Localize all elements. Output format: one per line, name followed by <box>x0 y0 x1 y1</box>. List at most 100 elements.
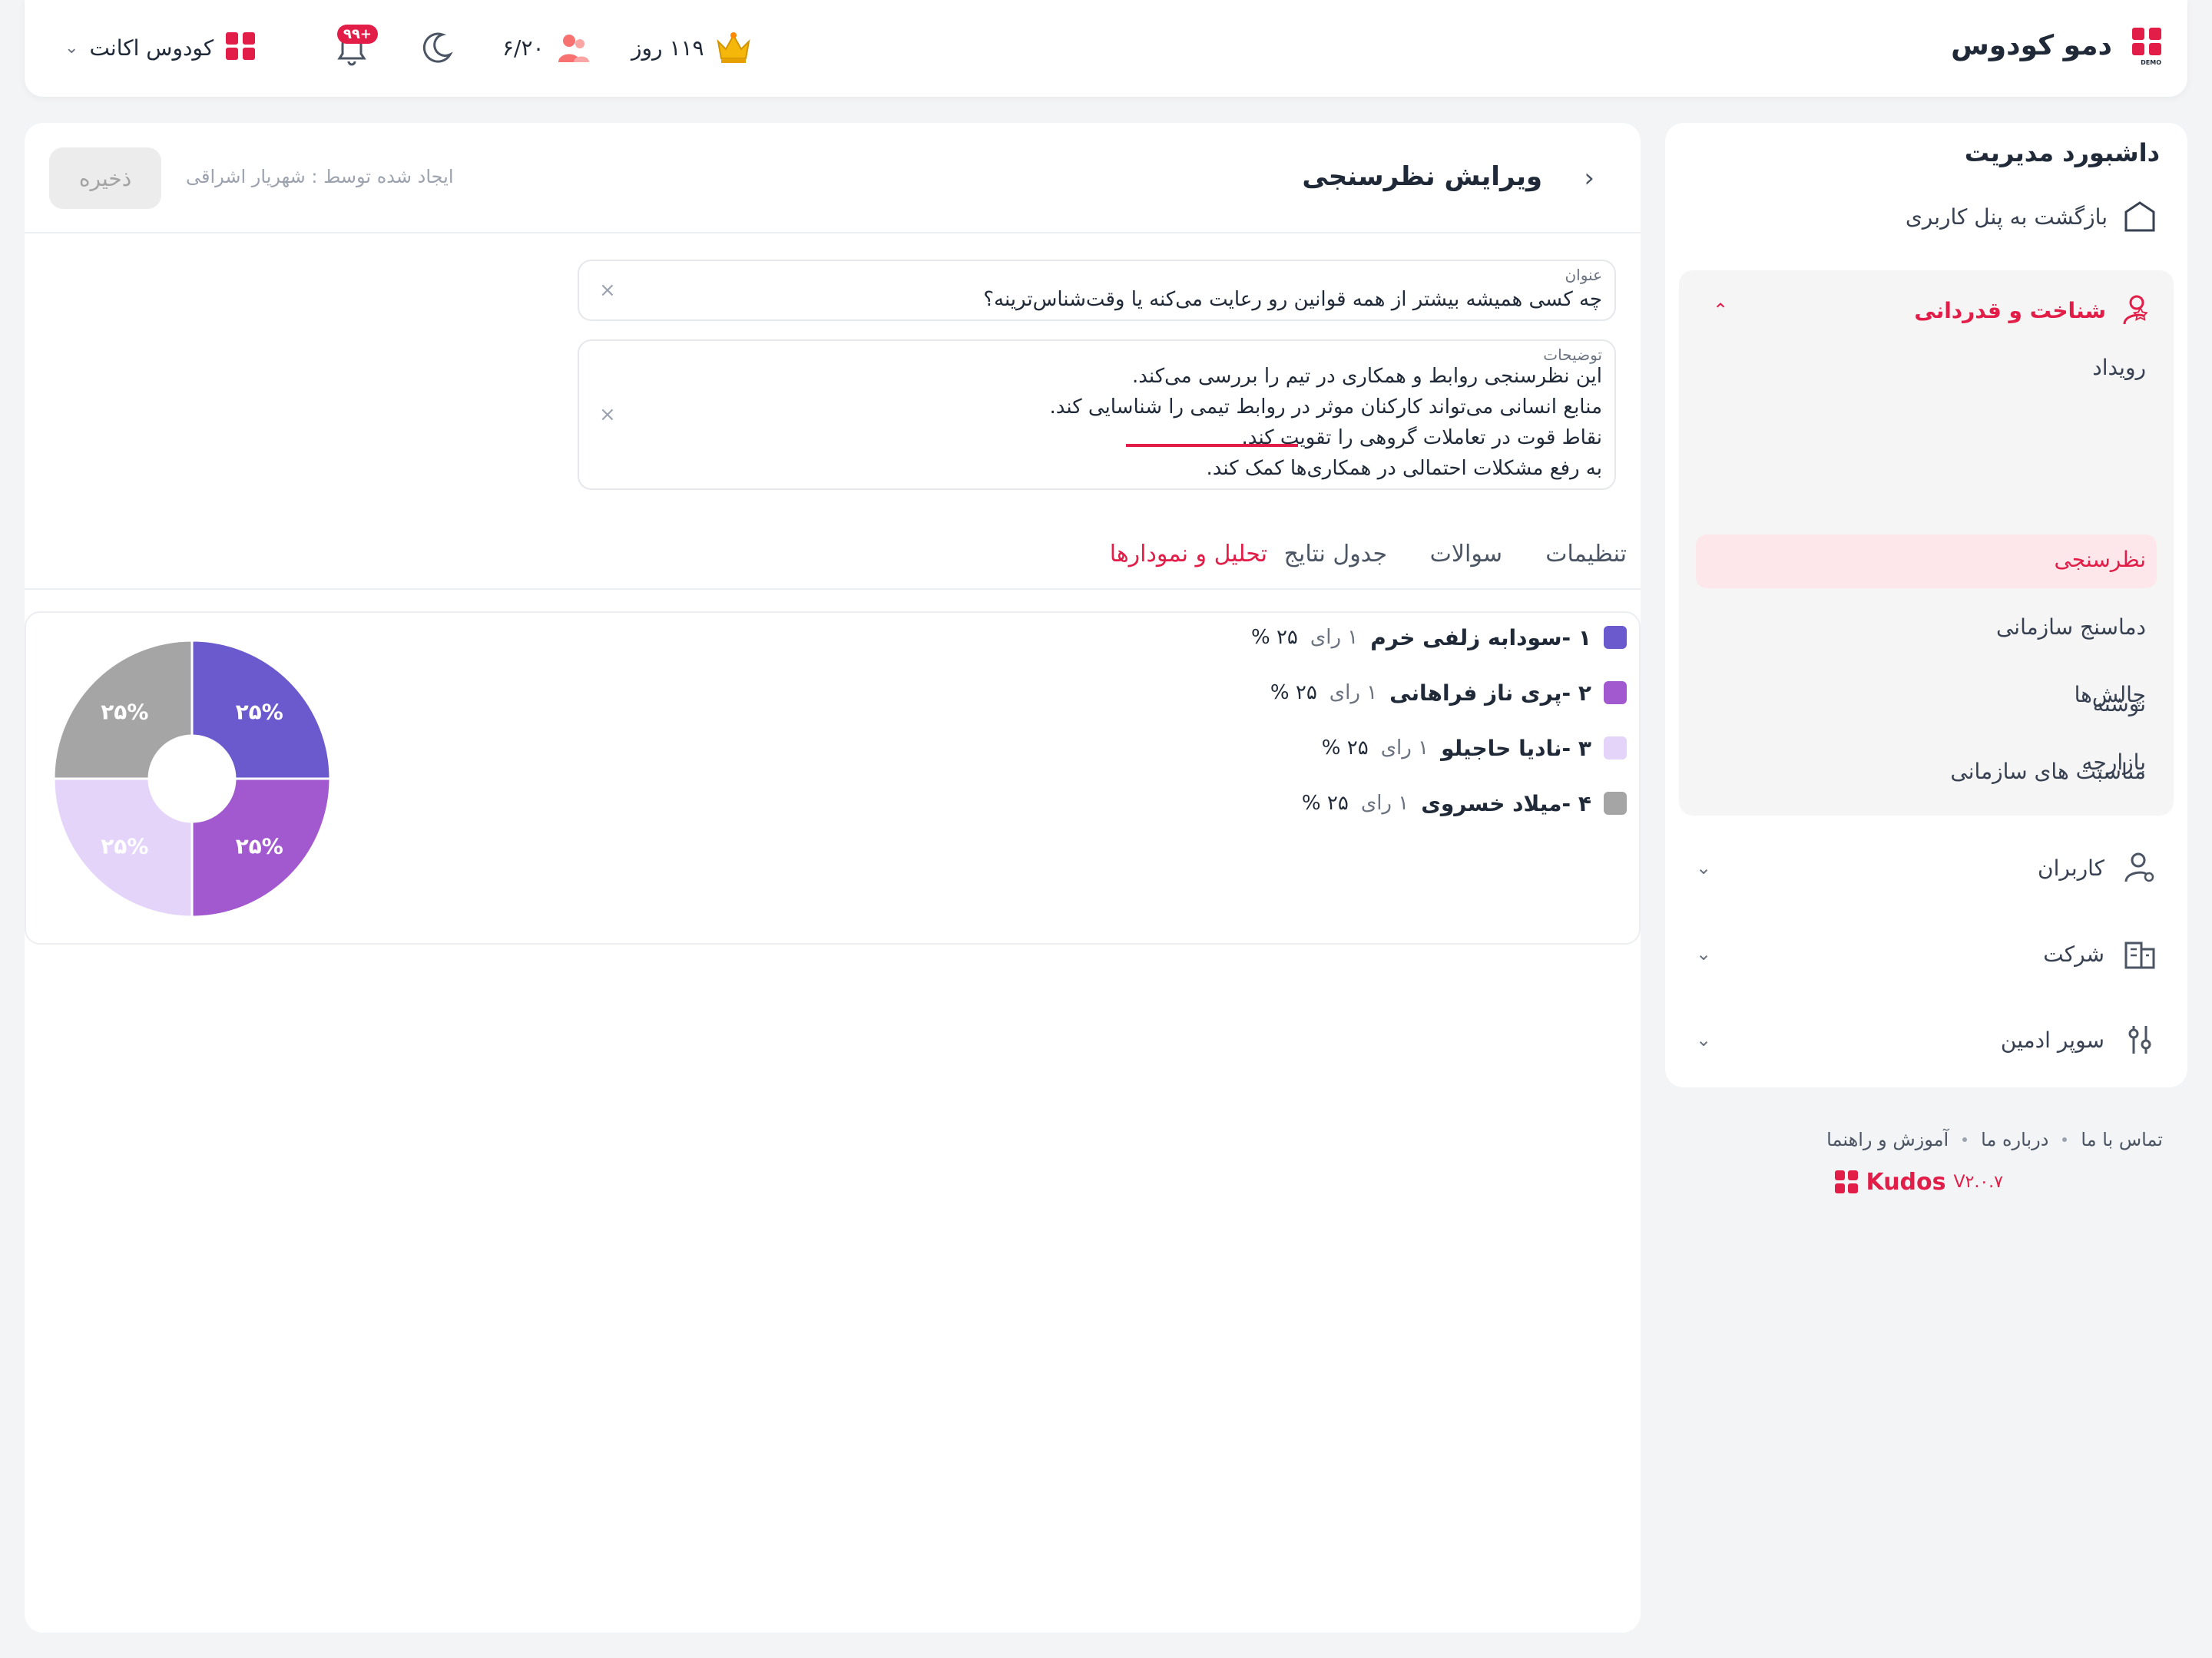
moon-icon <box>422 32 453 63</box>
legend-percent: ۲۵ % <box>1270 681 1317 704</box>
legend-name: سودابه زلفی خرم <box>1370 624 1562 650</box>
sidebar-item-events[interactable]: رویداد <box>2092 355 2146 380</box>
legend-rank: ۱ - <box>1561 624 1591 650</box>
kudos-brand-text: Kudos <box>1866 1169 1946 1196</box>
sidebar-item-marketplace[interactable]: بازارچه <box>2081 750 2146 775</box>
save-button[interactable]: ذخیره <box>49 147 161 209</box>
notifications-badge: +۹۹ <box>336 25 378 44</box>
brand[interactable]: DEMO دمو کودوس <box>1951 28 2161 66</box>
notifications-button[interactable]: +۹۹ <box>333 25 378 71</box>
legend-swatch <box>1604 736 1627 760</box>
chevron-up-icon: ⌃ <box>1713 299 1729 321</box>
tab-questions[interactable]: سوالات <box>1429 541 1502 568</box>
legend-name: میلاد خسروی <box>1421 790 1562 816</box>
sliders-icon <box>2128 1026 2151 1054</box>
sidebar-item-org-thermometer[interactable]: دماسنج سازمانی <box>1995 614 2146 640</box>
tab-results-table[interactable]: جدول نتایج <box>1283 541 1387 568</box>
top-header: DEMO دمو کودوس ۱۱۹ روز ۶/۲۰ <box>25 0 2187 97</box>
sidebar-item-users[interactable]: کاربران ⌄ <box>1696 843 2157 892</box>
chevron-down-icon: ⌄ <box>1696 857 1712 879</box>
user-star-icon <box>2123 295 2148 325</box>
tab-analysis-charts[interactable]: تحلیل و نمودارها <box>1109 541 1267 568</box>
chevron-down-icon: ⌄ <box>1696 943 1712 965</box>
page-title: ویرایش نظرسنجی <box>1302 161 1542 192</box>
recognition-menu-toggle[interactable]: شناخت و قدردانی ⌃ <box>1697 286 2155 335</box>
legend-votes: ۱ رای <box>1310 626 1359 649</box>
legend-swatch <box>1604 626 1627 649</box>
chevron-right-icon[interactable]: › <box>1584 163 1594 194</box>
legend-percent: ۲۵ % <box>1250 626 1298 649</box>
sidebar-item-posts[interactable]: نوشته <box>2092 691 2146 716</box>
help-link[interactable]: آموزش و راهنما <box>1826 1129 1949 1150</box>
home-icon <box>2124 201 2155 232</box>
users-count: ۶/۲۰ <box>502 25 591 71</box>
footer-brand: Kudos V۲.۰.۷ <box>1833 1169 2003 1196</box>
account-menu-button[interactable]: کودوس اکانت ⌄ <box>65 25 256 71</box>
brand-logo-icon: DEMO <box>2131 28 2161 66</box>
sidebar-item-challenges[interactable]: چالش‌ها <box>2074 682 2146 707</box>
description-field-label: توضیحات <box>1543 346 1602 364</box>
legend-votes: ۱ رای <box>1360 792 1409 815</box>
legend-name: نادیا حاجیلو <box>1441 735 1562 761</box>
back-to-user-panel-link[interactable]: بازگشت به پنل کاربری <box>1906 200 2157 233</box>
sidebar: داشبورد مدیریت بازگشت به پنل کاربری شناخ… <box>1665 123 2187 1087</box>
legend-rank: ۴ - <box>1561 790 1591 816</box>
brand-logo-badge: DEMO <box>2141 59 2161 66</box>
building-icon <box>2124 942 2155 969</box>
description-field-value[interactable]: این نظرسنجی روابط و همکاری در تیم را برر… <box>1049 365 1602 480</box>
legend-swatch <box>1604 681 1627 704</box>
title-field-label: عنوان <box>1565 266 1602 284</box>
chevron-down-icon: ⌄ <box>65 38 79 58</box>
user-settings-icon <box>2124 852 2154 882</box>
title-field[interactable]: عنوان چه کسی همیشه بیشتر از همه قوانین ر… <box>578 260 1616 321</box>
pie-slice-label: ۲۵% <box>101 699 148 724</box>
page-header: › ویرایش نظرسنجی ایجاد شده توسط : شهریار… <box>25 123 1641 233</box>
clear-title-icon[interactable]: × <box>599 279 616 302</box>
legend-item: ۱ - سودابه زلفی خرم ۱ رای ۲۵ % <box>1251 622 1627 653</box>
days-left-text: ۱۱۹ روز <box>631 35 704 61</box>
sidebar-item-polls[interactable]: نظرسنجی <box>2054 547 2146 572</box>
separator-dot <box>1962 1137 1968 1142</box>
tab-settings[interactable]: تنظیمات <box>1545 541 1627 568</box>
legend-rank: ۳ - <box>1561 735 1591 761</box>
sidebar-item-super-admin[interactable]: سوپر ادمین ⌄ <box>1696 1015 2157 1064</box>
legend-percent: ۲۵ % <box>1321 736 1369 760</box>
donut-chart: ۲۵% ۲۵% ۲۵% ۲۵% <box>52 639 332 918</box>
active-item-highlight <box>1696 534 2157 588</box>
sidebar-item-org-occasions[interactable]: مناسبت های سازمانی <box>1950 759 2146 784</box>
subscription-days: ۱۱۹ روز <box>631 25 752 71</box>
title-field-value[interactable]: چه کسی همیشه بیشتر از همه قوانین رو رعای… <box>983 288 1602 311</box>
super-admin-label: سوپر ادمین <box>2000 1027 2104 1053</box>
legend-name: پری ناز فراهانی <box>1389 680 1562 706</box>
users-count-text: ۶/۲۰ <box>502 35 545 61</box>
users-icon <box>558 35 589 62</box>
results-card: ۱ - سودابه زلفی خرم ۱ رای ۲۵ % ۲ - پری ن… <box>25 611 1641 945</box>
sidebar-title: داشبورد مدیریت <box>1964 138 2160 167</box>
clear-description-icon[interactable]: × <box>599 403 616 426</box>
legend-item: ۴ - میلاد خسروی ۱ رای ۲۵ % <box>1302 788 1627 819</box>
users-label: کاربران <box>2038 855 2104 881</box>
description-field[interactable]: توضیحات این نظرسنجی روابط و همکاری در تی… <box>578 339 1616 490</box>
separator-dot <box>2062 1137 2068 1142</box>
about-link[interactable]: درباره ما <box>1981 1129 2049 1150</box>
pie-slice[interactable] <box>52 777 194 918</box>
contact-link[interactable]: تماس با ما <box>2081 1129 2163 1150</box>
pie-slice[interactable] <box>190 639 332 780</box>
chevron-down-icon: ⌄ <box>1696 1029 1712 1051</box>
account-label: کودوس اکانت <box>89 35 214 61</box>
theme-toggle-button[interactable] <box>419 25 455 71</box>
crown-icon <box>717 32 750 63</box>
recognition-menu-label: شناخت و قدردانی <box>1914 297 2106 323</box>
legend-item: ۳ - نادیا حاجیلو ۱ رای ۲۵ % <box>1322 733 1627 763</box>
legend-votes: ۱ رای <box>1380 736 1429 760</box>
main-panel: › ویرایش نظرسنجی ایجاد شده توسط : شهریار… <box>25 123 1641 1633</box>
legend-percent: ۲۵ % <box>1301 792 1349 815</box>
footer-links: تماس با ما درباره ما آموزش و راهنما <box>1826 1129 2163 1150</box>
pie-slice[interactable] <box>52 639 194 780</box>
legend-votes: ۱ رای <box>1329 681 1378 704</box>
pie-slice-label: ۲۵% <box>236 834 283 859</box>
app-version: V۲.۰.۷ <box>1953 1173 2004 1192</box>
recognition-menu-group: شناخت و قدردانی ⌃ رویداد نظرسنجی دماسنج … <box>1679 270 2174 816</box>
pie-slice[interactable] <box>190 777 332 918</box>
sidebar-item-company[interactable]: شرکت ⌄ <box>1696 929 2157 978</box>
